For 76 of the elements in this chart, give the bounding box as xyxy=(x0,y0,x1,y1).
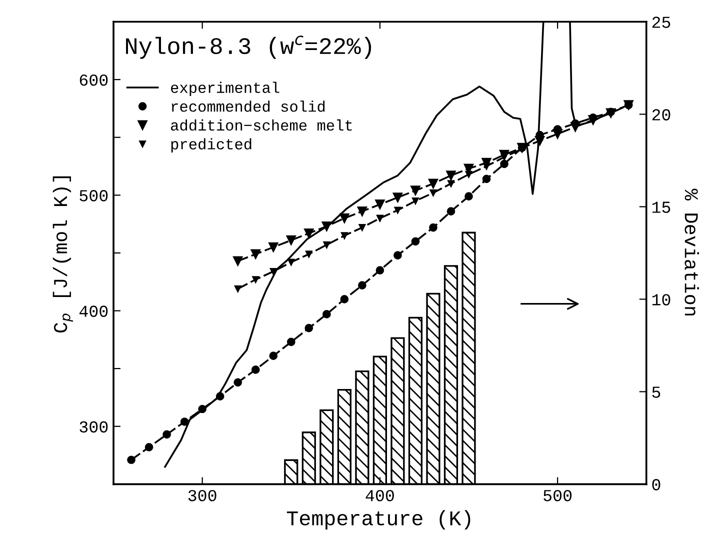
point xyxy=(500,160,508,168)
point xyxy=(534,136,545,146)
point xyxy=(340,232,348,240)
point xyxy=(500,154,508,160)
point xyxy=(322,222,332,232)
y2-tick-label: 25 xyxy=(652,16,670,28)
point xyxy=(268,242,278,252)
point xyxy=(411,237,420,246)
y2-tick-label: 15 xyxy=(652,202,670,213)
point xyxy=(250,249,260,259)
point xyxy=(144,443,154,452)
point xyxy=(305,250,312,258)
point xyxy=(340,213,350,224)
point xyxy=(216,392,224,400)
point xyxy=(464,192,473,200)
point xyxy=(323,241,330,248)
point xyxy=(288,258,295,266)
x-tick-label: 300 xyxy=(188,490,216,502)
point xyxy=(180,418,189,426)
point xyxy=(127,456,136,464)
y2-tick-label: 20 xyxy=(652,109,670,120)
point xyxy=(394,206,402,214)
text: Nylon-8.3 (w$^{c}$=22%) xyxy=(126,36,372,59)
point xyxy=(358,281,366,290)
point xyxy=(234,378,242,387)
point xyxy=(430,189,437,196)
y-tick-label: 400 xyxy=(79,306,108,317)
point xyxy=(465,170,472,178)
y2-tick-label: 0 xyxy=(652,479,660,490)
point xyxy=(376,214,384,222)
y-tick-label: 600 xyxy=(80,74,108,86)
point xyxy=(392,192,403,202)
point xyxy=(252,276,260,284)
legend-label: experimental xyxy=(171,82,280,96)
point xyxy=(304,324,314,332)
point xyxy=(446,170,456,180)
point xyxy=(322,310,331,318)
point xyxy=(304,228,314,238)
point xyxy=(429,223,438,232)
point xyxy=(394,251,402,260)
point xyxy=(234,285,242,292)
x-axis-title: Temperature (K) xyxy=(286,510,470,530)
point xyxy=(251,366,260,374)
point xyxy=(286,235,296,246)
y2-tick-label: 5 xyxy=(652,386,660,398)
legend-label: predicted xyxy=(171,138,252,152)
y2-axis-title: % Deviation xyxy=(684,188,700,316)
point xyxy=(482,174,491,184)
point xyxy=(412,197,419,204)
point xyxy=(483,162,490,170)
point xyxy=(357,206,368,216)
legend-label: recommended solid xyxy=(172,100,325,112)
point xyxy=(269,352,278,360)
point xyxy=(446,207,456,216)
point xyxy=(270,268,277,275)
y2-tick-label: 10 xyxy=(652,294,670,306)
y-tick-label: 500 xyxy=(80,190,108,202)
point xyxy=(340,295,349,304)
point xyxy=(552,129,562,139)
point xyxy=(428,178,438,188)
x-tick-label: 500 xyxy=(544,490,572,502)
y-tick-label: 300 xyxy=(80,421,108,433)
x-tick-label: 400 xyxy=(366,490,394,502)
point xyxy=(198,404,206,414)
point xyxy=(588,115,598,125)
point xyxy=(448,180,454,188)
legend-label: addition−scheme melt xyxy=(170,119,352,131)
text: C$_{p}$ [J/(mol K)] xyxy=(52,176,73,332)
point xyxy=(570,122,580,132)
point xyxy=(376,266,384,274)
point xyxy=(375,200,385,210)
point xyxy=(286,338,296,346)
point xyxy=(232,256,243,266)
point xyxy=(410,186,420,196)
point xyxy=(162,430,171,439)
point xyxy=(358,224,366,231)
